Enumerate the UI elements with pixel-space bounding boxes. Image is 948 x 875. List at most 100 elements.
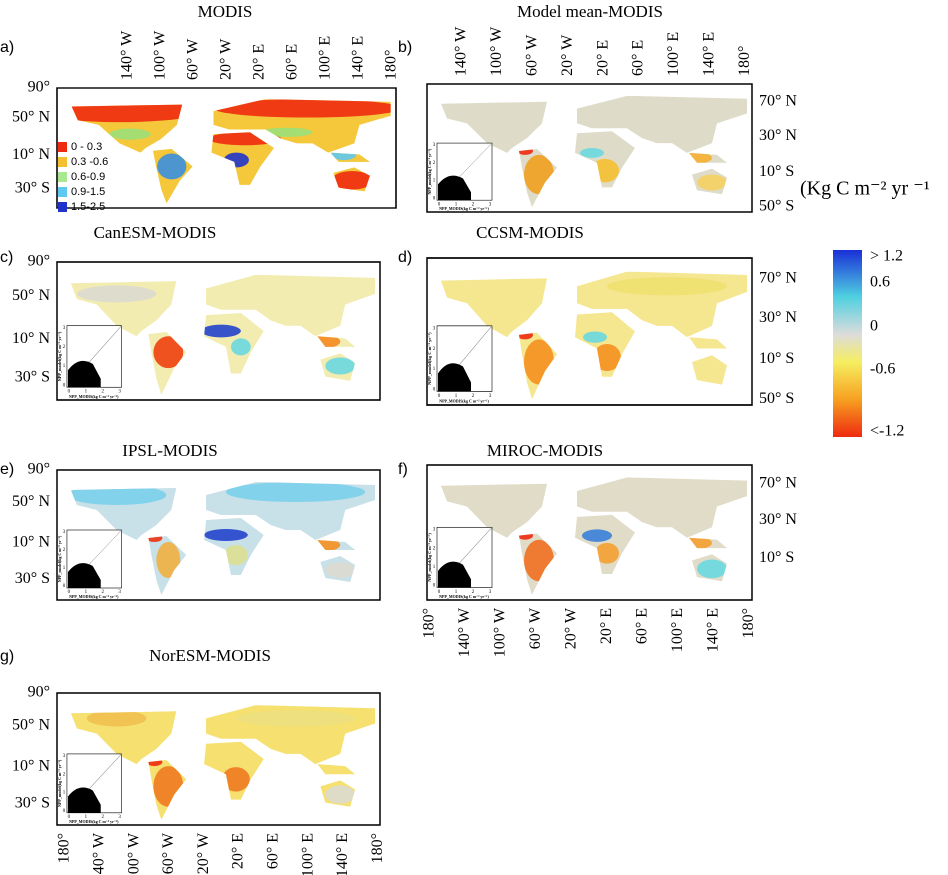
inset-x-label: NPP_MODIS(kg C m⁻² yr⁻¹)	[69, 819, 119, 824]
panel-letter: c)	[0, 249, 13, 266]
latitude-label: 90°	[28, 253, 50, 270]
inset-y-tick: 2	[63, 548, 66, 553]
longitude-label: 100° E	[669, 608, 686, 652]
panel-title: Model mean-MODIS	[517, 2, 663, 21]
value-patch	[524, 154, 554, 195]
inset-y-tick: 0	[63, 584, 66, 589]
inset-y-tick: 3	[63, 754, 66, 759]
longitude-label: 60° E	[630, 40, 647, 76]
value-patch	[204, 529, 248, 541]
map-frame	[56, 469, 381, 601]
value-patch	[583, 331, 607, 343]
longitude-label: 100° W	[488, 26, 505, 76]
value-patch	[157, 153, 187, 180]
longitude-label: 100° E	[317, 36, 334, 80]
value-patch	[517, 330, 533, 340]
value-patch	[260, 127, 313, 137]
longitude-label: 180°	[740, 608, 757, 638]
value-patch	[331, 171, 374, 190]
legend-swatch	[58, 172, 67, 182]
longitude-label: 180°	[736, 46, 753, 76]
inset-x-tick: 2	[472, 589, 475, 595]
inset-x-tick: 3	[118, 815, 121, 820]
legend-label: 0.9-1.5	[71, 186, 105, 198]
inset-y-tick: 1	[63, 566, 66, 571]
value-patch	[156, 542, 181, 578]
value-patch	[682, 151, 712, 164]
value-patch	[70, 485, 167, 505]
value-patch	[86, 710, 147, 727]
value-patch	[153, 766, 184, 807]
panel-title: MODIS	[198, 2, 253, 21]
inset-y-tick: 2	[433, 161, 436, 166]
inset-x-label: NPP_MODIS(kg C m⁻² yr⁻¹)	[439, 594, 489, 599]
panel-title: NorESM-MODIS	[149, 646, 271, 665]
longitude-label: 140° W	[119, 30, 136, 80]
latitude-label: 10° S	[759, 549, 794, 566]
latitude-label: 50° S	[759, 198, 794, 215]
map-frame	[426, 83, 753, 213]
inset-y-label: NPP_model(kg C m⁻² yr⁻¹)	[427, 332, 432, 385]
panel-title: CanESM-MODIS	[94, 223, 217, 242]
inset-x-tick: 2	[101, 389, 104, 395]
inset-y-tick: 0	[63, 809, 66, 814]
value-patch	[607, 277, 727, 296]
longitude-label: 20° E	[251, 44, 268, 80]
inset-y-tick: 3	[433, 527, 436, 533]
panel-letter: d)	[398, 249, 412, 266]
value-patch	[235, 710, 356, 727]
inset-x-tick: 1	[455, 393, 458, 399]
latitude-label: 30° S	[15, 369, 50, 386]
longitude-label: 180°	[56, 833, 73, 863]
value-patch	[223, 545, 248, 565]
inset-y-tick: 2	[63, 772, 66, 777]
inset-y-tick: 0	[433, 196, 436, 201]
inset-y-tick: 1	[63, 791, 66, 796]
value-patch	[76, 285, 157, 303]
inset-x-tick: 1	[85, 815, 88, 820]
colorbar-unit: (Kg C m⁻² yr ⁻¹	[800, 178, 930, 200]
panel-letter: g)	[0, 648, 14, 665]
colorbar-label: 0	[870, 318, 878, 335]
value-patch	[582, 529, 612, 542]
inset-x-label: NPP_MODIS(kg C m⁻² yr⁻¹)	[439, 398, 489, 403]
panel-title: IPSL-MODIS	[122, 441, 217, 460]
inset-x-tick: 2	[101, 590, 104, 595]
inset-y-tick: 3	[63, 530, 66, 535]
latitude-label: 10° N	[12, 533, 50, 550]
value-patch	[593, 343, 621, 372]
value-patch	[591, 158, 619, 183]
inset-x-tick: 0	[438, 589, 441, 595]
colorbar-label: -0.6	[870, 361, 895, 378]
value-patch	[223, 152, 249, 168]
value-patch	[697, 559, 727, 579]
longitude-label: 140° W	[456, 607, 473, 657]
inset-x-tick: 3	[489, 393, 492, 399]
legend-label: 0 - 0.3	[71, 141, 102, 153]
inset-x-tick: 0	[68, 389, 71, 395]
inset-y-tick: 1	[63, 363, 66, 369]
map-frame	[426, 464, 753, 601]
value-patch	[201, 324, 241, 338]
longitude-label: 100° E	[665, 32, 682, 76]
longitude-label: 140° E	[334, 833, 351, 875]
latitude-label: 10° S	[759, 350, 794, 367]
inset-y-tick: 2	[433, 346, 436, 352]
longitude-label: 140° E	[350, 36, 367, 80]
longitude-label: 140° E	[700, 32, 717, 76]
inset-y-tick: 0	[433, 583, 436, 589]
value-patch	[221, 767, 250, 792]
value-patch	[310, 539, 341, 551]
value-patch	[524, 539, 554, 582]
inset-x-tick: 0	[438, 393, 441, 399]
longitude-label: 140° W	[453, 26, 470, 76]
scatter-points	[67, 563, 101, 588]
map-frame	[426, 257, 753, 406]
panel-letter: e)	[0, 461, 14, 478]
legend-label: 0.3 -0.6	[71, 156, 108, 168]
inset-y-tick: 1	[433, 564, 436, 570]
